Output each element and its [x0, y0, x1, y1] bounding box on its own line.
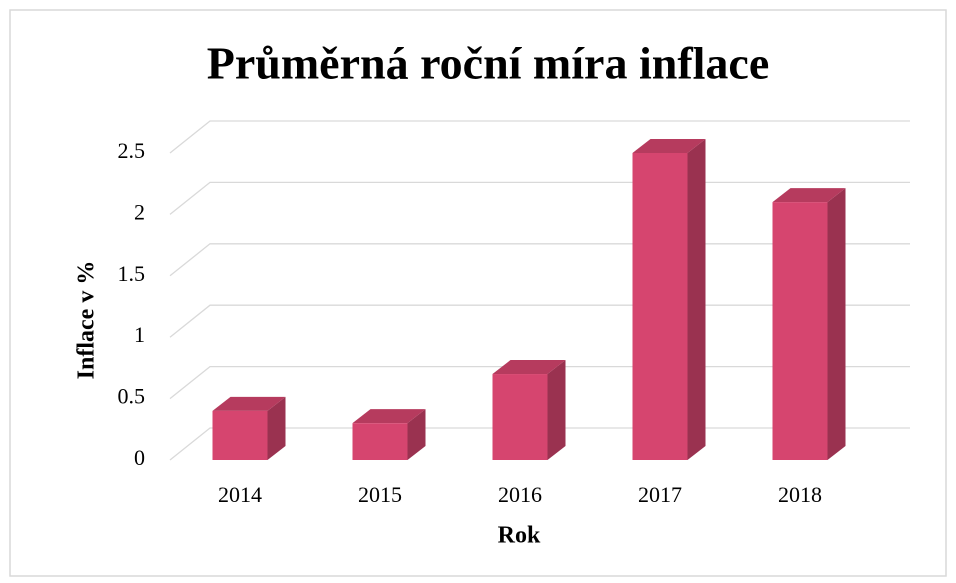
bar — [352, 409, 426, 460]
y-tick-label: 2 — [134, 199, 145, 224]
bar-top — [772, 188, 846, 203]
bar-front — [212, 410, 268, 460]
bar-side — [687, 139, 706, 460]
x-tick-label: 2017 — [638, 482, 682, 507]
bar-front — [772, 202, 828, 460]
grid-line — [169, 120, 910, 154]
bar-side — [547, 360, 566, 460]
bar-side — [267, 396, 286, 460]
y-tick-label: 1 — [134, 322, 145, 347]
x-tick-label: 2016 — [498, 482, 542, 507]
bar-side — [407, 409, 426, 460]
chart-title: Průměrná roční míra inflace — [207, 38, 770, 89]
bar-front — [492, 374, 548, 460]
bar-top — [212, 396, 286, 411]
bar — [632, 139, 706, 460]
x-tick-label: 2018 — [778, 482, 822, 507]
bar-front — [632, 153, 688, 460]
bar — [772, 188, 846, 460]
y-tick-label: 2.5 — [118, 138, 146, 163]
y-tick-label: 1.5 — [118, 261, 146, 286]
bar-top — [492, 360, 566, 375]
x-tick-label: 2014 — [218, 482, 262, 507]
x-tick-label: 2015 — [358, 482, 402, 507]
y-tick-label: 0 — [134, 445, 145, 470]
bar-front — [352, 423, 408, 460]
bar — [492, 360, 566, 460]
bar-side — [827, 188, 846, 460]
bar-top — [632, 139, 706, 153]
x-axis-title: Rok — [498, 523, 541, 549]
bar-top — [352, 409, 426, 424]
y-tick-label: 0.5 — [118, 384, 146, 409]
bar — [212, 396, 286, 460]
y-axis-title: Inflace v % — [74, 261, 100, 380]
